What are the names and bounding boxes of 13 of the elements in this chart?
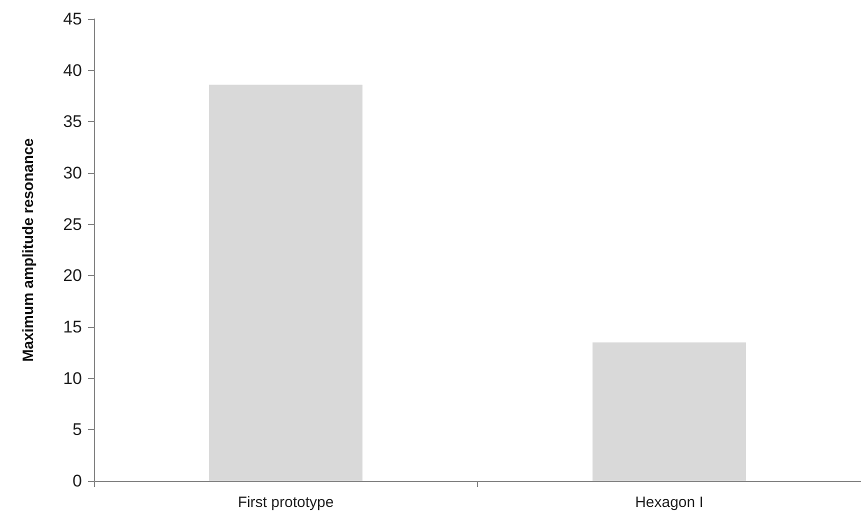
y-tick-label: 25 xyxy=(63,214,82,234)
y-tick-label: 30 xyxy=(63,164,82,182)
y-tick-label: 0 xyxy=(72,472,82,490)
x-tick-label: First prototype xyxy=(238,494,334,511)
y-tick-label: 45 xyxy=(63,10,82,28)
y-axis-title: Maximum amplitude resonance xyxy=(20,138,37,362)
y-tick-label: 35 xyxy=(63,112,82,132)
x-tick-label: Hexagon I xyxy=(635,494,704,511)
y-tick-label: 5 xyxy=(72,420,82,440)
y-tick-label: 10 xyxy=(63,368,82,388)
y-tick-label: 20 xyxy=(63,266,82,286)
y-tick-label: 15 xyxy=(63,318,82,336)
y-tick-label: 40 xyxy=(63,60,82,80)
